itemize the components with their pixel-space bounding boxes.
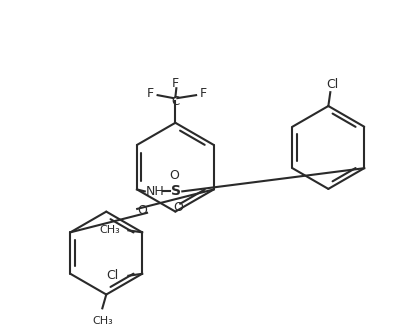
Text: O: O [173,201,183,214]
Text: CH₃: CH₃ [100,225,120,235]
Text: Cl: Cl [325,78,338,91]
Text: NH: NH [145,185,164,198]
Text: O: O [137,204,147,217]
Text: F: F [171,77,179,90]
Text: S: S [171,184,181,198]
Text: O: O [169,169,179,182]
Text: CH₃: CH₃ [92,316,113,326]
Text: F: F [147,87,154,100]
Text: F: F [199,87,206,100]
Text: C: C [171,95,179,108]
Text: Cl: Cl [106,269,118,282]
